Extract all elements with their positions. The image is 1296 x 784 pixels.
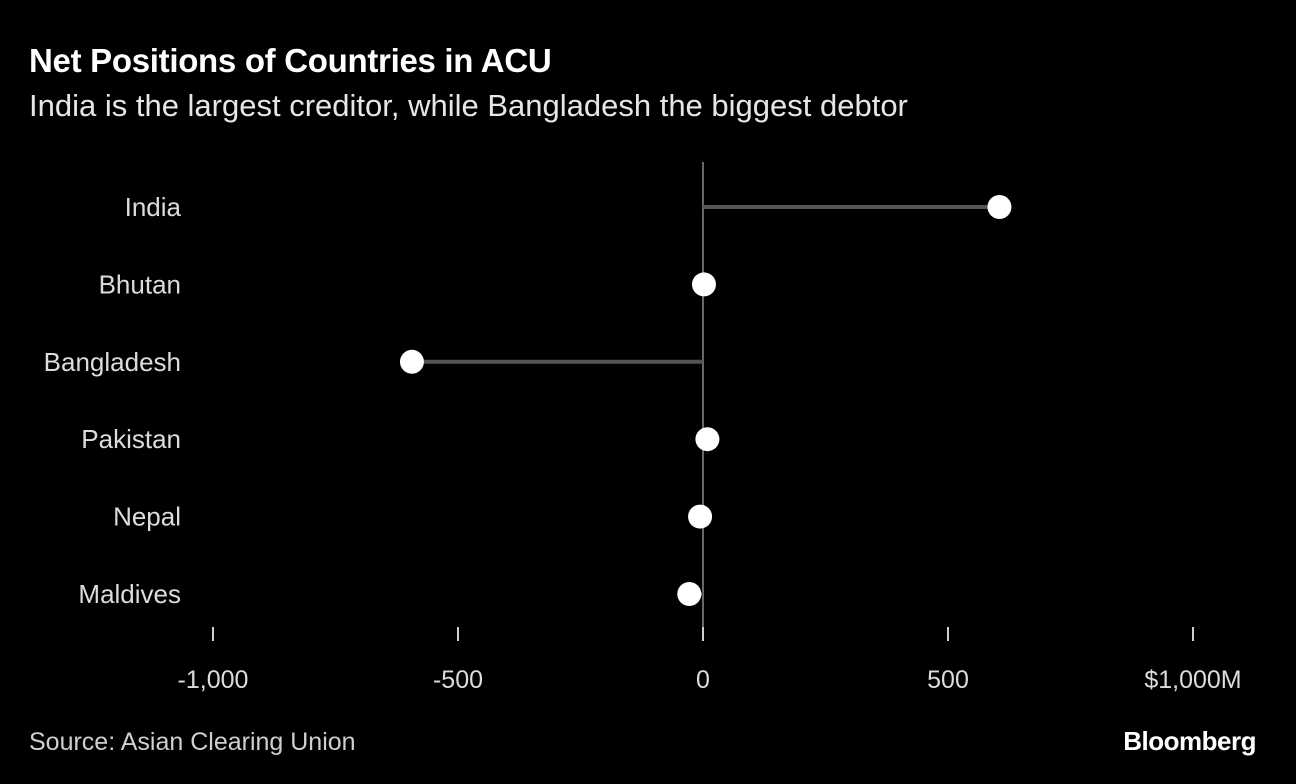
data-point xyxy=(987,195,1012,219)
x-tick-label: -1,000 xyxy=(178,666,249,694)
category-label: Maldives xyxy=(78,579,181,609)
x-tick-label: -500 xyxy=(433,666,483,694)
chart-title: Net Positions of Countries in ACU xyxy=(29,42,552,79)
source-note: Source: Asian Clearing Union xyxy=(29,728,356,756)
bloomberg-logo: Bloomberg xyxy=(1123,726,1256,756)
category-label: India xyxy=(125,192,182,222)
x-tick-label: $1,000M xyxy=(1144,666,1241,694)
x-tick-label: 500 xyxy=(927,666,969,694)
category-label: Bangladesh xyxy=(44,347,181,377)
category-label: Nepal xyxy=(113,502,181,532)
category-label: Bhutan xyxy=(99,269,181,299)
data-point xyxy=(399,349,424,374)
category-label: Pakistan xyxy=(81,424,181,454)
data-point xyxy=(695,427,720,452)
x-tick-label: 0 xyxy=(696,666,710,694)
data-point xyxy=(677,582,702,606)
data-point xyxy=(688,504,713,529)
chart-subtitle: India is the largest creditor, while Ban… xyxy=(29,88,908,123)
data-point xyxy=(691,272,716,297)
